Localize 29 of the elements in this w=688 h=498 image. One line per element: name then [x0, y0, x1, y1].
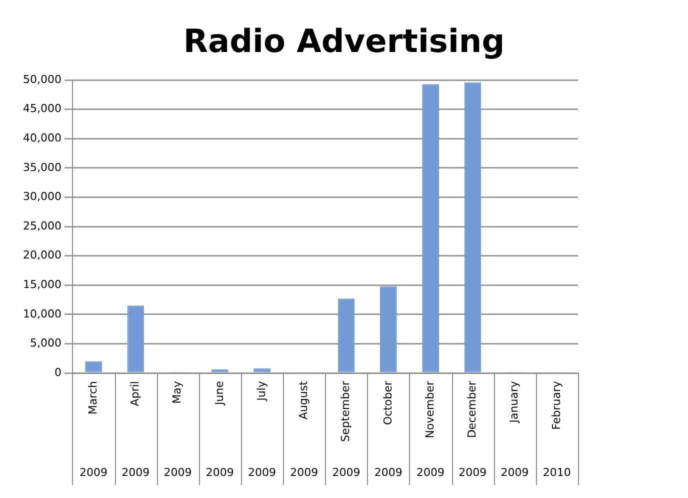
- y-tick-label: 10,000: [22, 307, 62, 320]
- category-label: December 2009: [458, 381, 487, 479]
- category-label: March 2009: [80, 381, 108, 479]
- y-tick-label: 45,000: [22, 102, 62, 116]
- category-label: July 2009: [248, 381, 276, 479]
- y-tick-label: 15,000: [22, 278, 62, 291]
- category-label: October 2009: [374, 381, 402, 479]
- category-label: April 2009: [122, 381, 150, 479]
- bar: [380, 286, 397, 372]
- bar: [422, 84, 439, 372]
- y-tick-label: 40,000: [22, 131, 62, 144]
- y-tick-label: 50,000: [22, 72, 62, 86]
- y-tick-label: 30,000: [22, 190, 62, 204]
- category-label: June 2009: [206, 381, 234, 479]
- category-label: August 2009: [290, 381, 318, 479]
- y-tick-label: 25,000: [22, 219, 62, 232]
- y-tick-label: 35,000: [22, 160, 62, 174]
- chart-title: Radio Advertising: [182, 22, 506, 60]
- category-label: January 2009: [500, 381, 529, 479]
- y-tick-label: 5,000: [30, 336, 62, 350]
- category-label: February 2010: [542, 381, 571, 479]
- bar: [127, 306, 144, 372]
- y-tick-label: 20,000: [22, 248, 62, 262]
- y-tick-label: 0: [54, 366, 62, 379]
- category-label: November 2009: [416, 381, 445, 479]
- bar: [338, 298, 355, 372]
- category-label: May 2009: [164, 381, 192, 479]
- bar: [464, 82, 482, 372]
- category-label: September 2009: [332, 381, 360, 479]
